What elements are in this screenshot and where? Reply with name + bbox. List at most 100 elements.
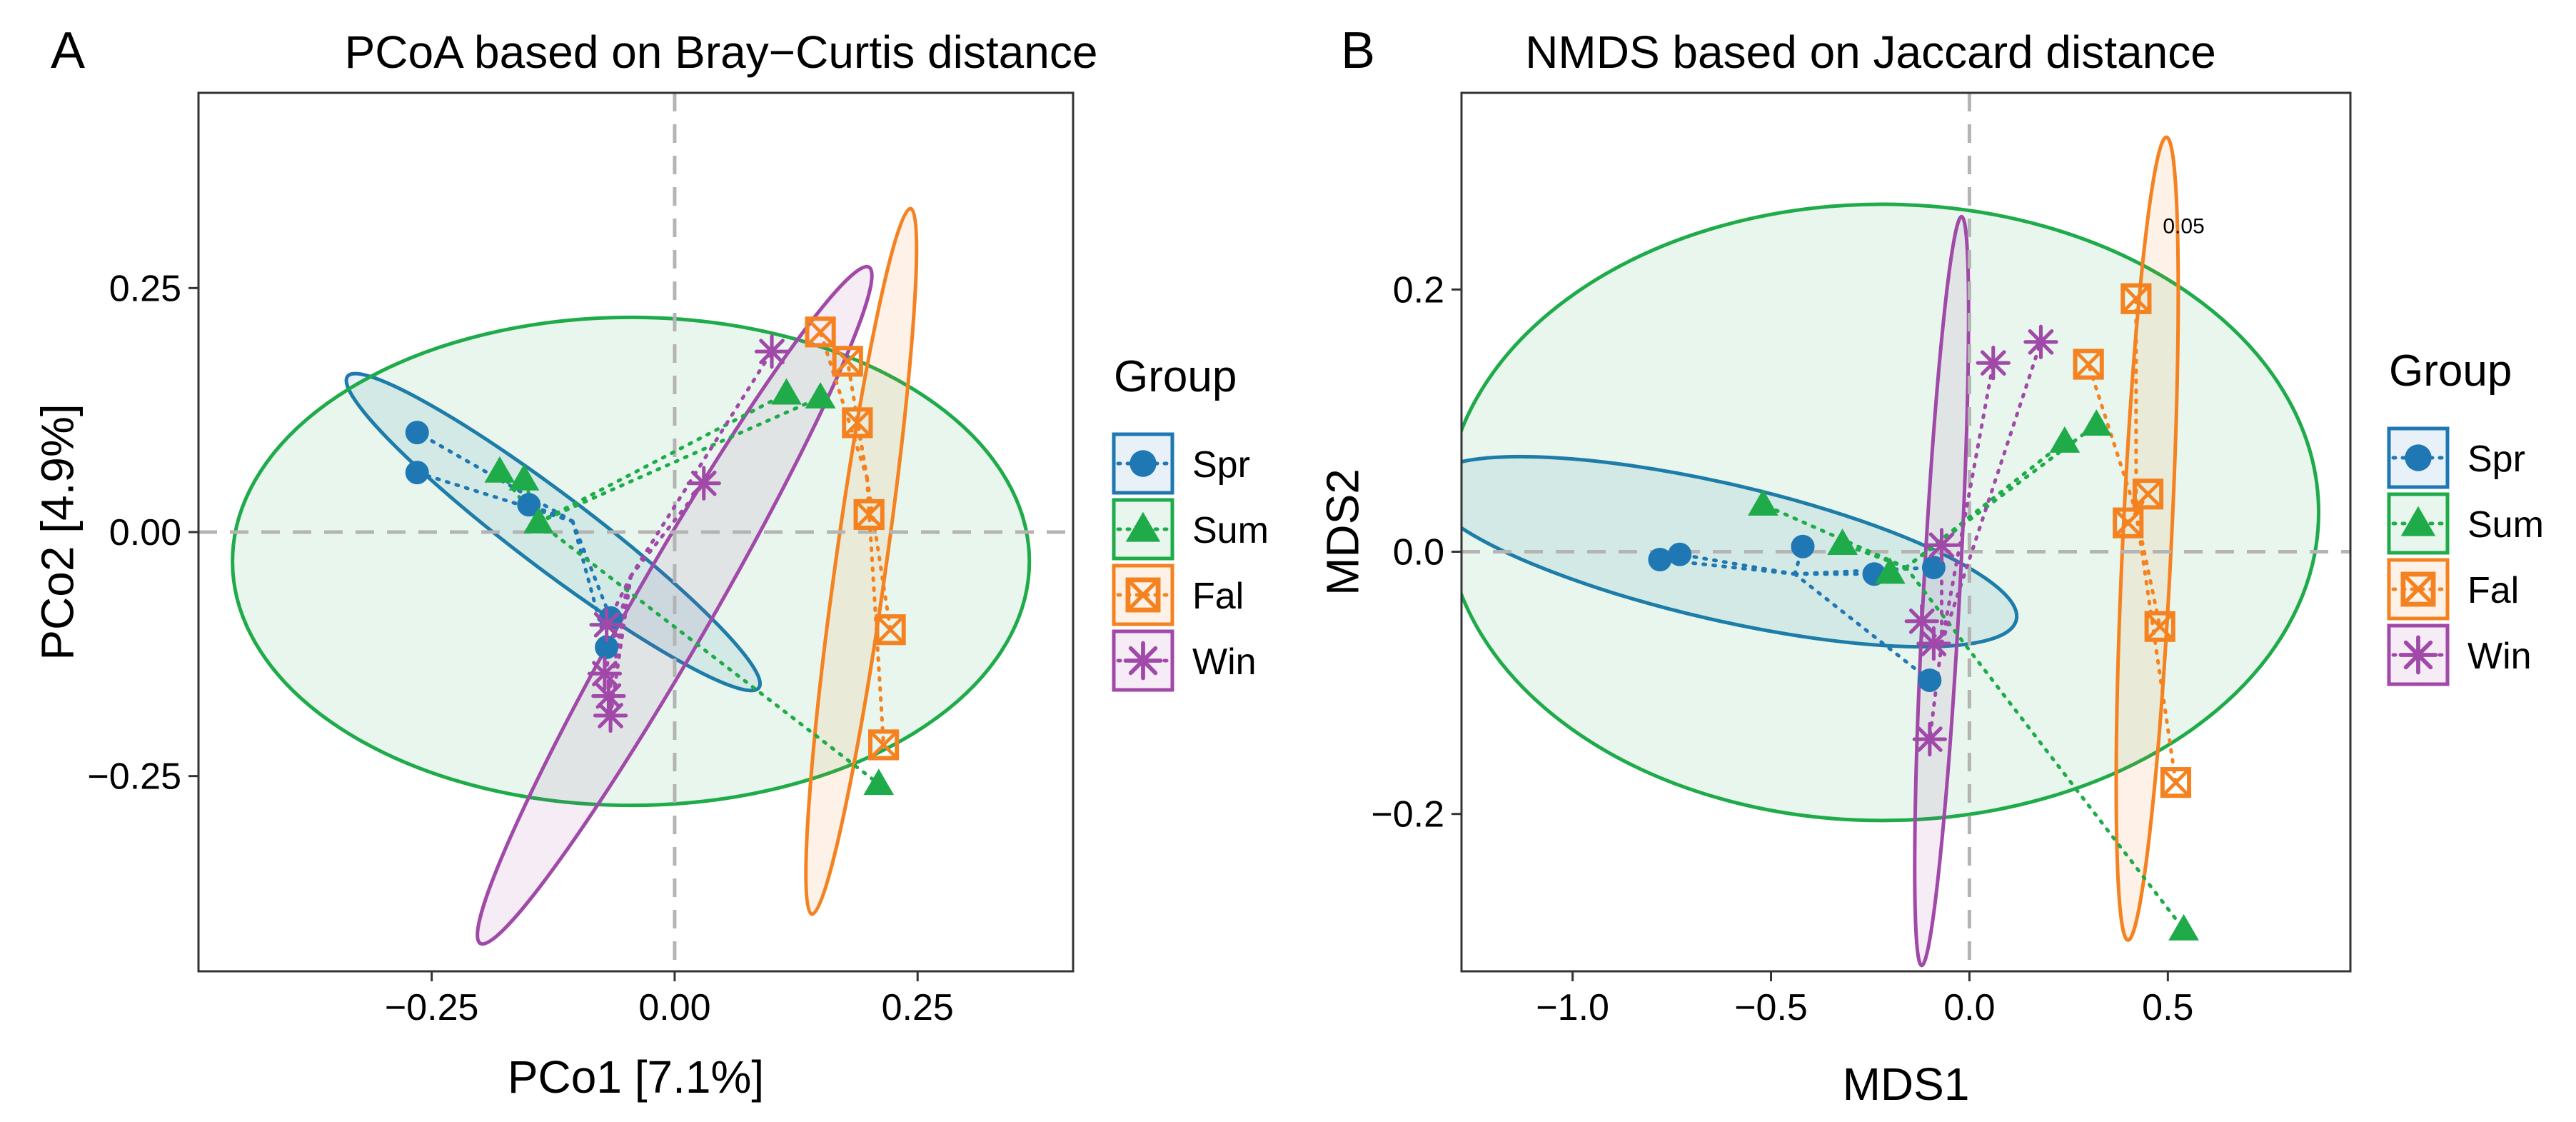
legend-label: Win [2467, 636, 2532, 677]
y-tick-label: 0.2 [1393, 269, 1444, 311]
ellipse-fal [804, 206, 919, 916]
point-sum [1874, 557, 1906, 584]
legend-a: Group Spr Sum Fal Win [1112, 352, 1269, 692]
spider-line-fal [855, 421, 869, 481]
spider-line-fal [865, 476, 886, 747]
legend-item-spr: Spr [2387, 426, 2525, 489]
point-fal-box [2132, 479, 2164, 510]
legend-marker-fal-box [1125, 577, 1161, 613]
point-fal [832, 346, 863, 377]
point-win [1912, 721, 1947, 757]
point-sum [2168, 913, 2199, 941]
panel-letter: B [1341, 22, 1375, 79]
legend-marker-win [2398, 635, 2438, 675]
point-fal [2144, 611, 2175, 642]
point-win [686, 466, 721, 501]
point-win [587, 656, 623, 691]
panel-title: NMDS based on Jaccard distance [1525, 26, 2216, 78]
spider-line-win [1940, 340, 2043, 646]
legend-key-box [2387, 558, 2450, 621]
x-tick-label: 0.5 [2142, 987, 2193, 1028]
y-tick-label: −0.25 [87, 756, 181, 798]
spider-line-win [629, 349, 774, 578]
y-tick-label: −0.2 [1371, 794, 1444, 836]
annotation-label: 0.05 [2163, 214, 2204, 238]
point-fal-cross [2161, 768, 2190, 797]
point-sum [484, 456, 515, 483]
spider-line-spr [1793, 572, 1932, 682]
x-tick-label: −1.0 [1536, 987, 1609, 1028]
point-win [593, 698, 628, 733]
point-fal [2113, 507, 2144, 539]
point-win [1924, 528, 1959, 563]
legend-marker-spr [2405, 444, 2432, 471]
point-sum [508, 464, 540, 491]
point-fal [875, 614, 906, 646]
point-sum [771, 378, 802, 405]
point-spr [517, 493, 541, 517]
legend-marker-sum [1125, 511, 1161, 542]
legend-label: Fal [1192, 576, 1244, 617]
y-axis-label: MDS2 [1317, 469, 1368, 596]
point-fal-box [867, 729, 900, 761]
x-axis-label: MDS1 [1843, 1058, 1970, 1110]
legend-marker-fal-cross [2401, 572, 2435, 606]
spider-line-win [605, 574, 633, 627]
point-fal-cross [2113, 508, 2143, 538]
legend-label: Fal [2467, 570, 2519, 611]
point-fal-cross [842, 408, 872, 438]
y-tick-label: 0.00 [109, 512, 181, 554]
point-sum [805, 382, 836, 409]
x-tick-label: 0.25 [882, 987, 954, 1028]
panel-b: B NMDS based on Jaccard distance 0.05 −1.0 −… [1317, 22, 2352, 1110]
x-tick-label: 0.00 [638, 987, 710, 1028]
spider-line-sum [536, 391, 788, 524]
spider-line-win [608, 574, 633, 718]
point-win [1976, 346, 2011, 381]
spider-line-sum [536, 395, 822, 524]
ellipse-sum [1461, 202, 2320, 823]
legend-title: Group [1114, 352, 1237, 401]
point-fal-box [2113, 507, 2144, 539]
point-spr [1791, 534, 1815, 559]
point-sum [863, 768, 895, 796]
point-sum [2049, 426, 2081, 453]
point-fal-cross [2133, 479, 2163, 509]
legend-item-spr: Spr [1112, 432, 1250, 495]
spider-line-sum [1888, 566, 1908, 575]
point-fal-box [875, 614, 906, 646]
point-win [1904, 603, 1939, 638]
point-win [2023, 324, 2058, 359]
point-fal-cross [805, 317, 835, 347]
legend-b: Group Spr Sum Fal Win [2387, 346, 2544, 686]
point-spr [1648, 548, 1672, 572]
point-fal-box [853, 499, 885, 530]
point-fal [2132, 479, 2164, 510]
point-win [589, 607, 624, 642]
legend-marker-fal [1125, 577, 1161, 613]
legend-label: Spr [1192, 444, 1250, 486]
legend-marker-win [1123, 641, 1163, 681]
legend-label: Win [1192, 641, 1257, 683]
point-fal-cross [869, 730, 898, 760]
spider-line-sum [1841, 542, 1908, 570]
spider-line-win [1940, 361, 1996, 646]
x-tick-label: −0.25 [385, 987, 479, 1028]
x-tick-label: 0.0 [1943, 987, 1995, 1028]
spider-line-win [1928, 641, 1944, 741]
plot-area [1461, 93, 2350, 971]
point-spr [1921, 556, 1946, 580]
point-fal [2120, 283, 2152, 314]
x-tick-label: −0.5 [1734, 987, 1808, 1028]
point-fal-box [805, 316, 836, 348]
panel-title: PCoA based on Bray−Curtis distance [345, 26, 1098, 78]
legend-marker-sum [2400, 506, 2436, 536]
point-fal-cross [832, 346, 862, 376]
point-fal [867, 729, 900, 761]
point-spr [595, 635, 619, 659]
point-sum [2081, 409, 2112, 436]
y-tick-label: 0.0 [1393, 532, 1444, 573]
point-fal-cross [2121, 284, 2151, 314]
point-sum [523, 506, 554, 534]
